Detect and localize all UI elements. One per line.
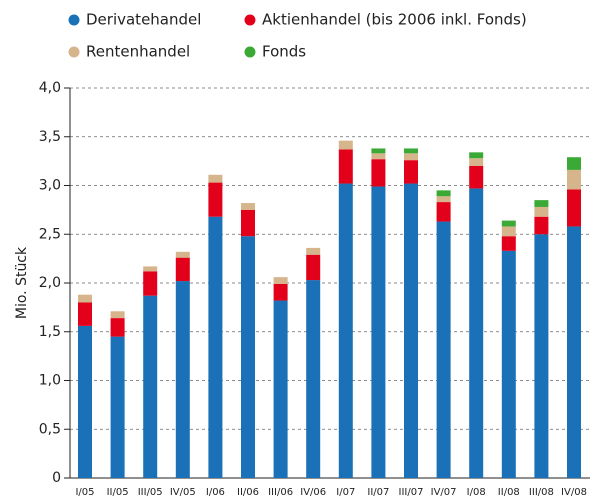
x-tick-label: I/05 (75, 487, 94, 498)
bar-segment (78, 325, 92, 478)
x-tick-label: IV/06 (300, 487, 326, 498)
x-tick-label: III/07 (399, 487, 424, 498)
bar-segment (534, 216, 549, 235)
legend-marker (68, 14, 80, 26)
y-axis-label: Mio. Stück (14, 246, 30, 319)
bar-segment (338, 149, 353, 184)
x-tick-label: III/08 (529, 487, 554, 498)
x-tick-label: II/08 (498, 487, 520, 498)
x-tick-label: IV/05 (170, 487, 196, 498)
y-tick-label: 0,5 (39, 421, 61, 437)
bar-segment (501, 250, 516, 478)
bar-segment (534, 200, 549, 207)
bar-segment (273, 283, 288, 301)
bar-segment (175, 281, 190, 478)
bar-segment (338, 183, 353, 479)
bar-segment (143, 295, 158, 478)
bar-segment (241, 209, 255, 237)
bar-segment (306, 247, 321, 255)
legend-label: Fonds (262, 43, 306, 61)
bar-segment (306, 280, 321, 478)
bar-segment (469, 158, 484, 166)
bar-segment (208, 182, 223, 217)
bar-segment (371, 159, 386, 187)
y-tick-label: 1,5 (39, 324, 61, 340)
legend-label: Aktienhandel (bis 2006 inkl. Fonds) (262, 11, 527, 29)
legend-marker (244, 14, 256, 26)
bar-segment (241, 236, 255, 478)
bar-segment (175, 251, 190, 258)
bar-segment (436, 221, 451, 478)
bar-segment (567, 226, 581, 478)
bar-segment (306, 254, 321, 281)
y-tick-label: 0 (52, 470, 61, 486)
bar-segment (436, 202, 451, 222)
x-tick-label: I/06 (206, 487, 225, 498)
bar-segment (110, 311, 125, 319)
bar-segment (501, 220, 516, 227)
bar-segment (78, 302, 92, 326)
bar-segment (501, 236, 516, 251)
bar-segment (208, 174, 223, 183)
bar-segment (534, 206, 549, 217)
bar-segment (338, 140, 353, 150)
bar-segment (241, 203, 255, 210)
bar-segment (404, 160, 418, 184)
x-tick-label: II/07 (367, 487, 389, 498)
bar-segment (404, 148, 418, 154)
x-tick-label: II/06 (237, 487, 259, 498)
legend-label: Derivatehandel (86, 11, 201, 29)
bar-segment (436, 190, 451, 197)
bar-segment (469, 188, 484, 479)
y-tick-label: 2,0 (39, 275, 61, 291)
bar-segment (567, 157, 581, 170)
x-tick-label: IV/07 (431, 487, 457, 498)
x-tick-label: I/07 (336, 487, 355, 498)
y-tick-label: 2,5 (39, 226, 61, 242)
bar-segment (534, 234, 549, 478)
x-tick-label: II/05 (107, 487, 129, 498)
x-tick-label: IV/08 (561, 487, 587, 498)
legend-marker (68, 46, 80, 58)
legend-label: Rentenhandel (86, 43, 190, 61)
bar-segment (371, 186, 386, 478)
bar-segment (208, 216, 223, 478)
bar-segment (501, 226, 516, 237)
bar-segment (175, 257, 190, 282)
bar-segment (404, 153, 418, 161)
bar-segment (273, 277, 288, 284)
bar-segment (143, 266, 158, 272)
y-tick-label: 4,0 (39, 80, 61, 96)
y-tick-label: 1,0 (39, 373, 61, 389)
x-tick-label: III/05 (138, 487, 163, 498)
bar-segment (567, 169, 581, 190)
x-tick-label: I/08 (467, 487, 486, 498)
bar-segment (404, 183, 418, 479)
bar-segment (110, 336, 125, 478)
bar-segment (469, 166, 484, 189)
y-tick-label: 3,0 (39, 178, 61, 194)
bar-segment (371, 148, 386, 154)
bar-segment (469, 152, 484, 159)
bar-segment (273, 300, 288, 478)
bar-segment (567, 189, 581, 227)
bar-segment (78, 294, 92, 303)
x-tick-label: III/06 (268, 487, 293, 498)
bar-segment (110, 318, 125, 337)
bar-segment (371, 153, 386, 160)
bar-segment (143, 271, 158, 296)
legend-marker (244, 46, 256, 58)
y-tick-label: 3,5 (39, 129, 61, 145)
bar-segment (436, 196, 451, 203)
